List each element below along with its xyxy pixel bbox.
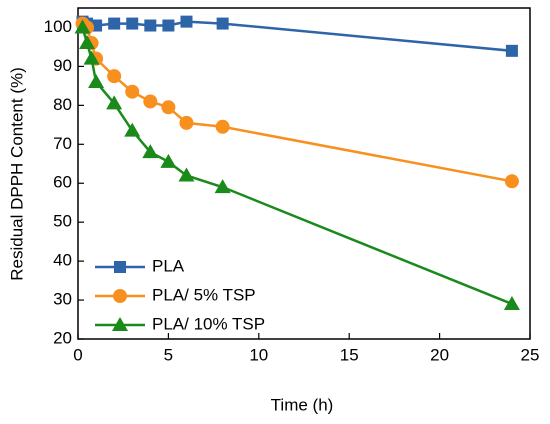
y-tick-label: 20 (53, 328, 72, 347)
y-tick-label: 70 (53, 134, 72, 153)
marker (504, 174, 519, 189)
marker (88, 73, 105, 88)
x-tick-label: 25 (521, 345, 540, 364)
plot-frame (77, 7, 531, 340)
marker (178, 167, 195, 182)
y-tick-label: 100 (44, 17, 72, 36)
marker (503, 295, 520, 310)
x-tick-label: 5 (164, 345, 173, 364)
y-tick-label: 60 (53, 173, 72, 192)
marker (114, 261, 126, 273)
y-axis-label: Residual DPPH Content (%) (7, 67, 26, 281)
marker (215, 119, 230, 134)
marker (107, 69, 122, 84)
marker (162, 19, 175, 32)
y-tick-label: 90 (53, 56, 72, 75)
marker (214, 179, 231, 194)
marker (505, 44, 518, 57)
marker (124, 122, 141, 137)
y-tick-label: 80 (53, 95, 72, 114)
x-tick-label: 10 (249, 345, 268, 364)
marker (83, 50, 100, 65)
marker (160, 153, 177, 168)
marker (125, 84, 140, 99)
x-tick-label: 20 (430, 345, 449, 364)
marker (108, 17, 121, 30)
y-tick-label: 50 (53, 212, 72, 231)
marker (79, 35, 96, 50)
marker (216, 17, 229, 30)
marker (112, 317, 128, 331)
series-line (81, 27, 513, 306)
marker (126, 17, 139, 30)
marker (161, 100, 176, 115)
x-axis-label: Time (h) (271, 395, 334, 414)
x-tick-label: 0 (73, 345, 82, 364)
marker (113, 289, 127, 303)
y-tick-label: 40 (53, 251, 72, 270)
legend-label: PLA/ 5% TSP (152, 285, 256, 304)
legend-label: PLA/ 10% TSP (152, 314, 265, 333)
marker (106, 95, 123, 110)
marker (180, 15, 193, 28)
marker (74, 19, 91, 34)
x-tick-label: 15 (340, 345, 359, 364)
legend-label: PLA (152, 256, 185, 275)
marker (142, 144, 159, 159)
y-tick-label: 30 (53, 290, 72, 309)
marker (179, 115, 194, 130)
marker (143, 94, 158, 109)
marker (144, 19, 157, 32)
